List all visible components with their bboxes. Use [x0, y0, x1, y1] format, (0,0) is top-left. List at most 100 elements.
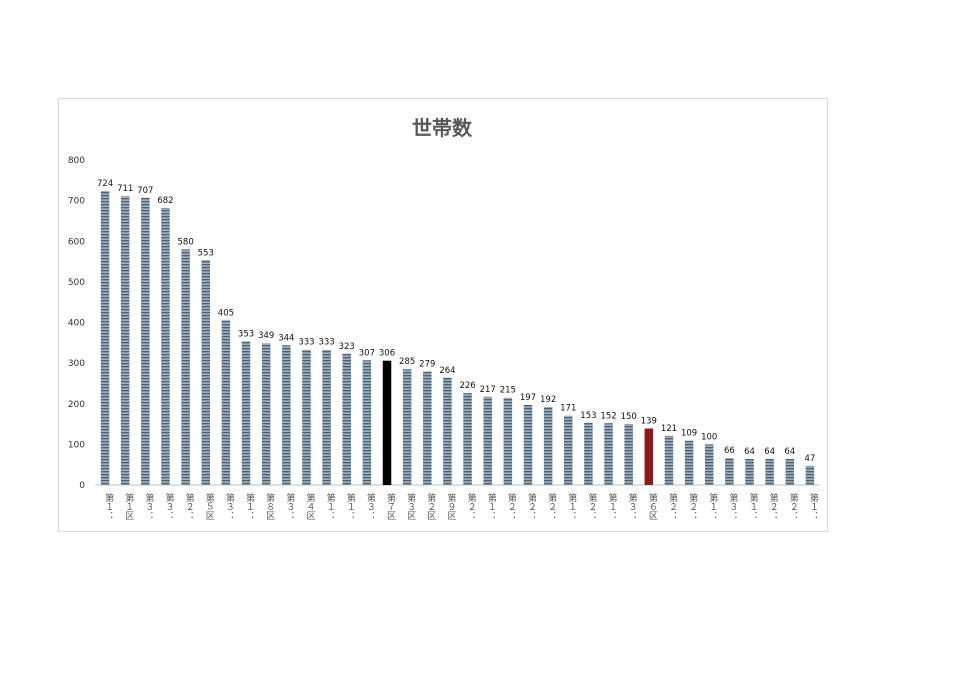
- bar: [302, 349, 311, 485]
- bar: [402, 369, 412, 485]
- category-label: 第２：: [184, 492, 195, 520]
- data-label: 100: [701, 432, 717, 442]
- category-label: 第１：: [345, 492, 356, 520]
- bar: [745, 459, 754, 485]
- data-label: 171: [560, 404, 576, 414]
- data-label: 344: [278, 333, 294, 343]
- bar: [543, 407, 553, 485]
- y-tick-label: 800: [68, 156, 85, 166]
- category-label: 第２区: [425, 492, 436, 520]
- category-label: 第１区: [123, 492, 134, 520]
- bar: [584, 422, 593, 485]
- category-label: 第２：: [526, 492, 537, 520]
- data-label: 707: [137, 186, 153, 196]
- data-label: 47: [805, 454, 816, 464]
- axes: 0 100 200 300 400 500 600 700 800: [68, 156, 820, 491]
- bar: [624, 424, 633, 485]
- category-label: 第２：: [687, 492, 698, 520]
- category-label: 第３：: [365, 492, 376, 520]
- chart-title: 世帯数: [412, 116, 472, 140]
- data-label: 333: [298, 338, 314, 348]
- bar: [463, 393, 472, 485]
- bar: [704, 444, 714, 485]
- data-label: 323: [339, 342, 355, 352]
- bar: [785, 459, 795, 485]
- data-label: 226: [459, 381, 475, 391]
- category-label: 第１：: [707, 492, 718, 520]
- category-label: 第４区: [304, 492, 315, 520]
- bar: [221, 320, 231, 485]
- data-label: 307: [359, 348, 375, 358]
- category-label: 第１：: [808, 492, 819, 520]
- category-label: 第３：: [163, 492, 174, 520]
- data-label: 64: [764, 447, 775, 457]
- bars: [100, 190, 815, 485]
- y-tick-label: 500: [68, 278, 85, 288]
- category-label: 第３：: [727, 492, 738, 520]
- category-label: 第５区: [204, 492, 215, 520]
- bar: [805, 465, 815, 485]
- category-label: 第２：: [788, 492, 799, 520]
- data-label: 682: [157, 196, 173, 206]
- category-label: 第２：: [546, 492, 557, 520]
- data-label: 553: [198, 248, 214, 258]
- bar: [503, 397, 513, 485]
- data-label: 285: [399, 357, 415, 367]
- bar: [382, 360, 392, 485]
- bar: [120, 196, 130, 485]
- data-label: 150: [621, 412, 637, 422]
- y-tick-label: 100: [68, 440, 85, 450]
- category-label: 第７区: [385, 492, 396, 520]
- bar: [564, 415, 573, 485]
- category-label: 第１：: [566, 492, 577, 520]
- bar: [725, 458, 734, 485]
- bar: [684, 440, 694, 485]
- data-label: 109: [681, 429, 697, 439]
- bar: [765, 459, 774, 485]
- category-label: 第３：: [627, 492, 638, 520]
- bar: [523, 404, 533, 485]
- y-tick-label: 0: [79, 481, 85, 491]
- category-label: 第６区: [647, 492, 658, 520]
- data-label: 306: [379, 349, 395, 359]
- labels: 724 第１： 711 第１区 707 第３： 682 第３： 580 第２： 553 第５区 405 第…: [97, 179, 818, 520]
- data-label: 580: [178, 237, 194, 247]
- bar: [282, 345, 291, 485]
- bar: [423, 371, 432, 485]
- category-label: 第３区: [405, 492, 416, 520]
- category-label: 第３：: [143, 492, 154, 520]
- category-label: 第２：: [506, 492, 517, 520]
- data-label: 405: [218, 308, 234, 318]
- category-label: 第８区: [264, 492, 275, 520]
- y-tick-label: 700: [68, 197, 85, 207]
- bar: [261, 343, 271, 485]
- bar: [483, 396, 492, 485]
- y-tick-label: 400: [68, 319, 85, 329]
- data-label: 217: [480, 385, 496, 395]
- bar: [342, 353, 351, 485]
- data-label: 264: [439, 366, 455, 376]
- category-label: 第１：: [748, 492, 759, 520]
- data-label: 192: [540, 395, 556, 405]
- data-label: 215: [500, 386, 516, 396]
- bar: [322, 349, 331, 485]
- bar: [181, 249, 190, 485]
- category-label: 第１：: [244, 492, 255, 520]
- bar: [362, 360, 372, 485]
- data-label: 711: [117, 184, 133, 194]
- bar: [664, 435, 674, 485]
- bar: [201, 260, 211, 485]
- y-tick-label: 300: [68, 359, 85, 369]
- bar: [141, 197, 150, 485]
- data-label: 66: [724, 446, 735, 456]
- data-label: 724: [97, 179, 113, 189]
- category-label: 第１：: [607, 492, 618, 520]
- bar: [161, 207, 170, 485]
- data-label: 121: [661, 424, 677, 434]
- category-label: 第３：: [224, 492, 235, 520]
- category-label: 第３：: [284, 492, 295, 520]
- category-label: 第９区: [445, 492, 456, 520]
- data-label: 197: [520, 393, 536, 403]
- y-tick-label: 600: [68, 237, 85, 247]
